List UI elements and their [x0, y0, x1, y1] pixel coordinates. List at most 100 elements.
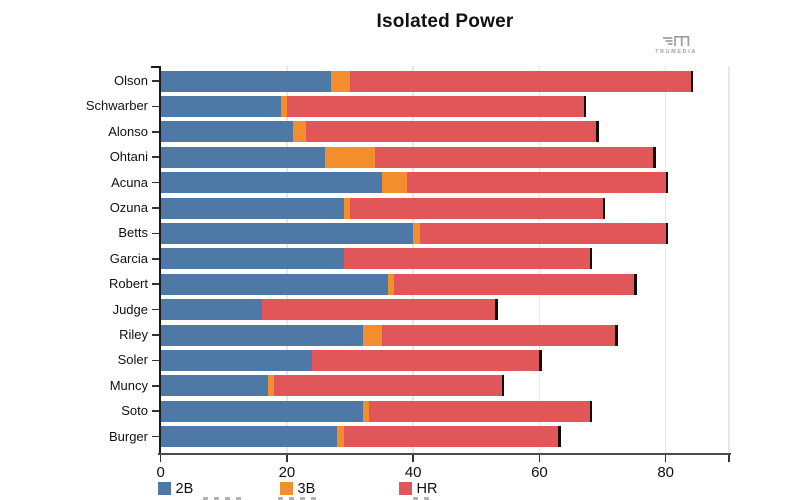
bar-segment-2b — [160, 299, 262, 321]
cropped-caption-marks — [413, 496, 431, 500]
y-axis-tick — [151, 105, 159, 108]
y-axis-label: Robert — [108, 276, 148, 292]
legend-item-2b: 2B — [158, 480, 194, 497]
bar-segment-hr — [343, 248, 590, 270]
y-axis-label: Acuna — [111, 174, 148, 190]
bar-segment-3b — [331, 70, 351, 92]
x-axis-tick — [412, 455, 414, 462]
y-axis-tick — [151, 334, 159, 336]
x-axis-tick — [664, 455, 667, 462]
x-axis-tick — [538, 455, 541, 462]
bar-segment-hr — [381, 324, 616, 346]
y-axis-label: Schwarber — [85, 98, 148, 114]
x-axis-tick — [159, 455, 162, 462]
legend-label: 2B — [175, 480, 194, 497]
bar-total-marker — [602, 197, 606, 219]
y-axis-label: Olson — [114, 73, 148, 88]
y-axis-tick — [151, 385, 159, 387]
y-axis-end-cap — [151, 66, 161, 68]
y-axis-tick — [151, 131, 159, 133]
bar-total-marker — [583, 95, 587, 117]
y-axis-tick — [151, 308, 159, 311]
y-axis-tick — [151, 258, 159, 260]
bar-segment-3b — [337, 426, 344, 448]
y-axis-label: Ozuna — [109, 200, 148, 215]
y-axis-label: Judge — [112, 301, 148, 317]
chart-title: Isolated Power — [376, 11, 514, 32]
bar-segment-3b — [268, 375, 275, 397]
bar-segment-hr — [350, 197, 603, 219]
bar-segment-3b — [293, 121, 306, 143]
y-axis-tick — [151, 283, 159, 285]
bar-total-marker — [495, 299, 498, 321]
y-axis-tick — [151, 232, 159, 235]
bar-total-marker — [653, 146, 656, 168]
bar-segment-hr — [343, 426, 559, 448]
bar-segment-2b — [160, 248, 344, 270]
y-axis-tick — [151, 359, 159, 362]
y-axis-label: Burger — [108, 428, 148, 444]
bar-segment-2b — [160, 273, 388, 295]
y-axis-label: Alonso — [108, 123, 148, 139]
y-axis-label: Soler — [117, 352, 148, 368]
trumedia-logo-text: TRUMEDIA — [655, 49, 697, 55]
y-axis-label: Muncy — [109, 377, 148, 393]
bar-segment-2b — [160, 95, 281, 117]
legend-label: 3B — [297, 480, 316, 497]
x-axis-end-tick — [728, 455, 730, 462]
gridline — [728, 66, 730, 453]
bar-segment-hr — [274, 375, 502, 397]
bar-segment-hr — [312, 349, 540, 371]
bar-segment-3b — [324, 146, 376, 168]
bar-total-marker — [539, 349, 542, 371]
legend-swatch — [158, 482, 171, 495]
bar-segment-3b — [387, 273, 395, 295]
y-axis-line — [158, 66, 161, 455]
bar-segment-2b — [160, 121, 294, 143]
bar-segment-3b — [343, 197, 351, 219]
bar-total-marker — [665, 172, 669, 194]
y-axis-tick — [151, 181, 159, 184]
bar-segment-hr — [406, 172, 666, 194]
bar-total-marker — [634, 273, 637, 295]
y-axis-label: Garcia — [109, 250, 148, 266]
bar-total-marker — [665, 222, 669, 244]
trumedia-logo: TRUMEDIA — [646, 34, 706, 55]
x-axis-tick-label: 60 — [531, 464, 548, 481]
bar-segment-3b — [362, 400, 369, 422]
bar-total-marker — [501, 375, 505, 397]
x-axis-tick-label: 80 — [657, 464, 675, 481]
bar-segment-2b — [160, 172, 382, 194]
bar-segment-3b — [362, 324, 382, 346]
y-axis-label: Ohtani — [109, 149, 148, 165]
bar-segment-hr — [419, 222, 666, 244]
bar-segment-2b — [160, 146, 325, 168]
x-axis-tick-label: 40 — [404, 464, 422, 481]
legend-item-hr: HR — [399, 481, 437, 497]
bar-segment-hr — [369, 400, 590, 422]
y-axis-label: Betts — [118, 225, 148, 241]
bar-segment-3b — [413, 222, 420, 244]
x-axis-tick — [286, 455, 288, 462]
y-axis-tick — [151, 156, 159, 158]
bar-total-marker — [690, 70, 694, 92]
legend-swatch — [399, 482, 412, 495]
trumedia-logo-icon — [663, 35, 690, 46]
bar-segment-2b — [160, 426, 338, 448]
bar-segment-hr — [375, 146, 654, 168]
bar-segment-2b — [160, 324, 363, 346]
bar-segment-hr — [286, 95, 584, 117]
bar-segment-hr — [261, 299, 496, 321]
y-axis-tick — [151, 435, 159, 438]
bar-segment-hr — [305, 121, 597, 143]
cropped-caption-marks — [278, 496, 322, 500]
y-axis-tick — [151, 207, 159, 209]
y-axis-label: Riley — [119, 327, 148, 342]
bar-segment-hr — [350, 70, 691, 92]
bar-total-marker — [558, 426, 561, 448]
bar-segment-2b — [160, 375, 268, 397]
cropped-caption-marks — [203, 496, 245, 500]
x-axis-tick-label: 20 — [278, 464, 296, 481]
bar-segment-3b — [381, 172, 407, 194]
